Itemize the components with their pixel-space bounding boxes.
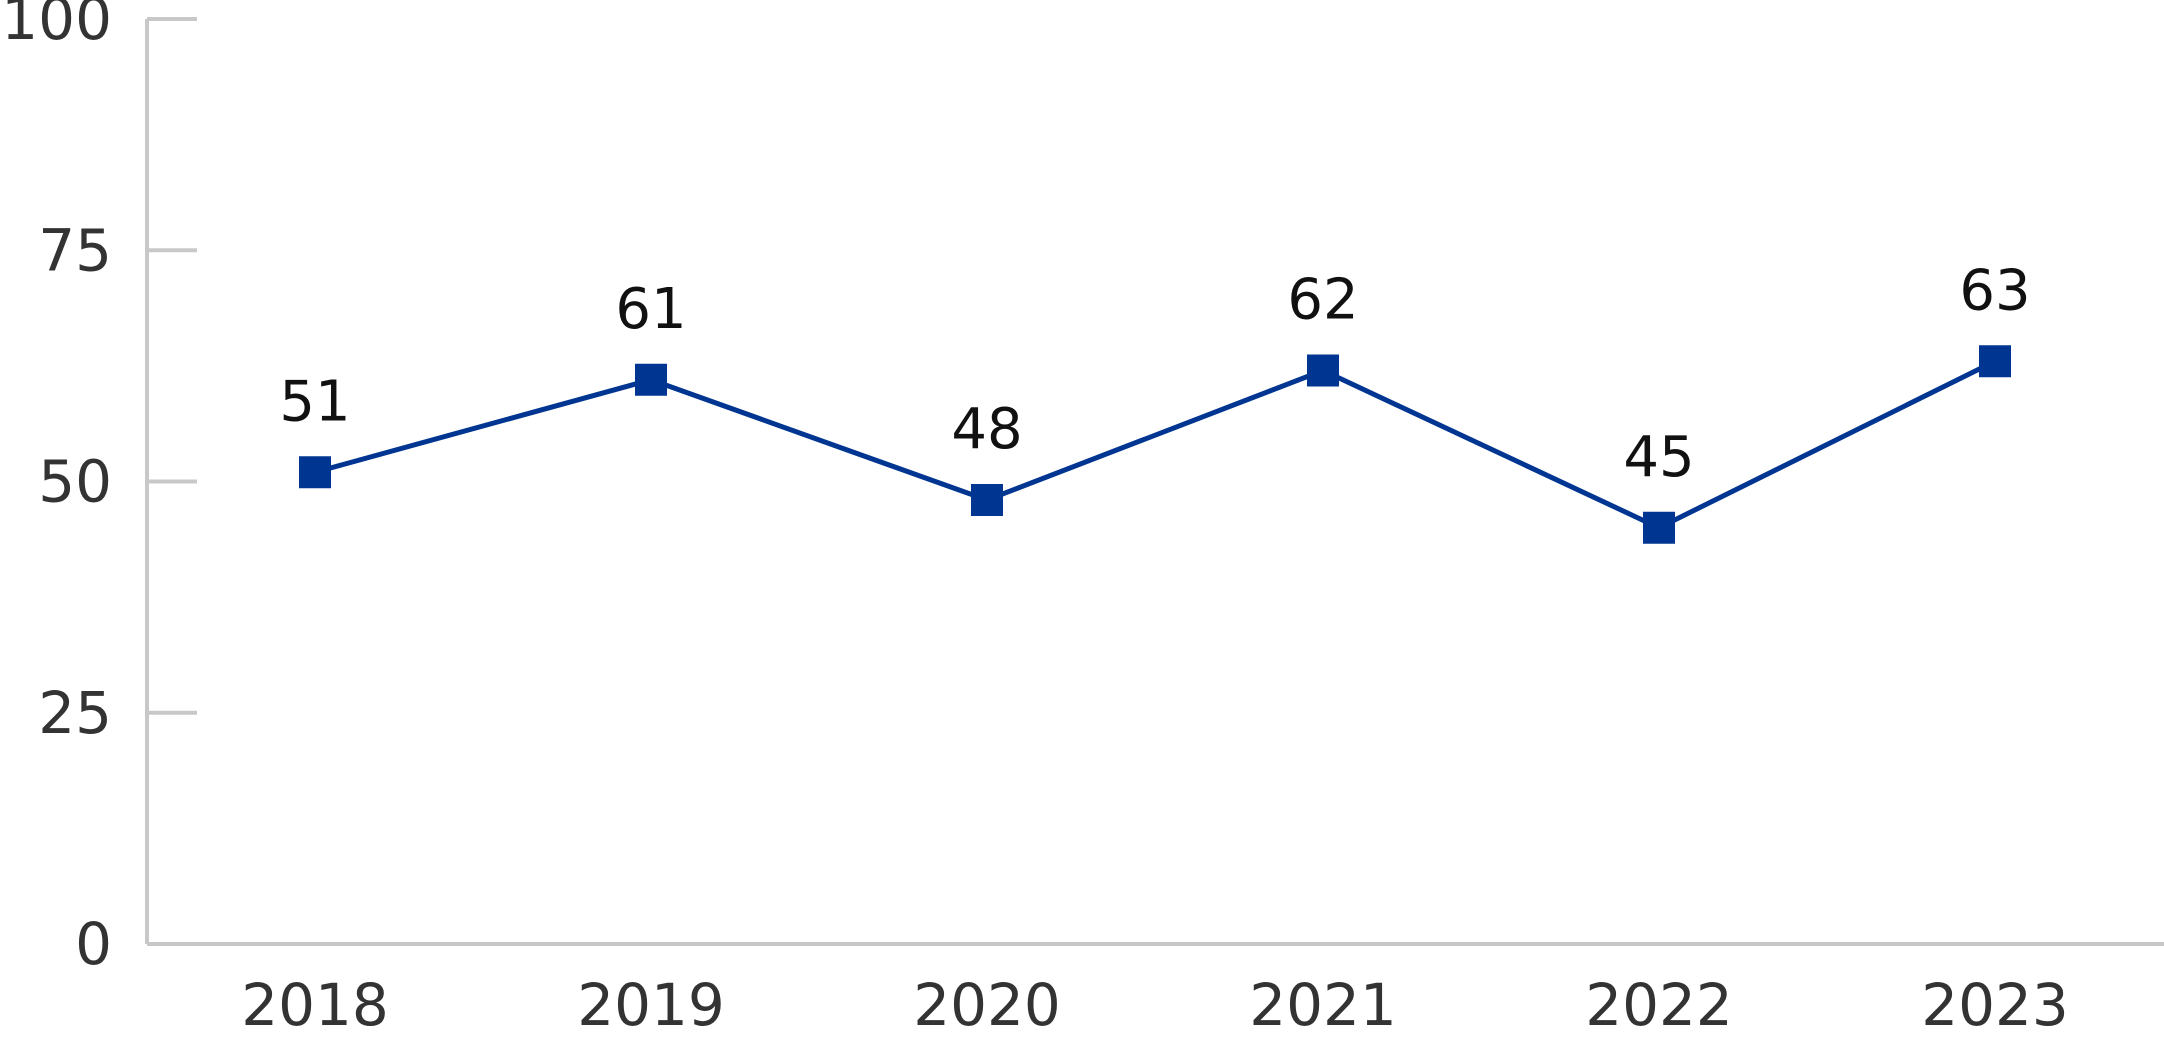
x-tick-label: 2019	[577, 971, 725, 1039]
y-tick-label: 50	[38, 448, 112, 516]
x-tick-label: 2022	[1585, 971, 1733, 1039]
data-label-2019: 61	[615, 277, 686, 342]
y-tick-label: 0	[75, 910, 112, 978]
x-tick-label: 2023	[1921, 971, 2069, 1039]
x-tick-label: 2020	[913, 971, 1061, 1039]
series-markers	[299, 345, 2011, 544]
x-axis-labels: 2018 2019 2020 2021 2022 2023	[241, 971, 2069, 1039]
y-tick-label: 100	[1, 0, 112, 53]
data-labels: 51 61 48 62 45 63	[279, 258, 2030, 490]
y-axis-ticks: 0 25 50 75 100	[1, 0, 197, 978]
data-label-2018: 51	[279, 369, 350, 434]
marker-2023	[1979, 345, 2011, 378]
series-line	[314, 359, 1997, 531]
x-tick-label: 2018	[241, 971, 389, 1039]
data-label-2022: 45	[1623, 425, 1694, 490]
data-label-2021: 62	[1287, 268, 1358, 333]
marker-2020	[971, 484, 1003, 516]
data-label-2020: 48	[951, 397, 1022, 462]
marker-2019	[635, 363, 667, 396]
y-tick-label: 25	[38, 679, 112, 747]
y-tick-label: 75	[38, 216, 112, 284]
x-tick-label: 2021	[1249, 971, 1397, 1039]
marker-2018	[299, 456, 331, 489]
marker-2021	[1307, 354, 1339, 387]
marker-2022	[1643, 511, 1675, 544]
data-label-2023: 63	[1959, 258, 2030, 323]
